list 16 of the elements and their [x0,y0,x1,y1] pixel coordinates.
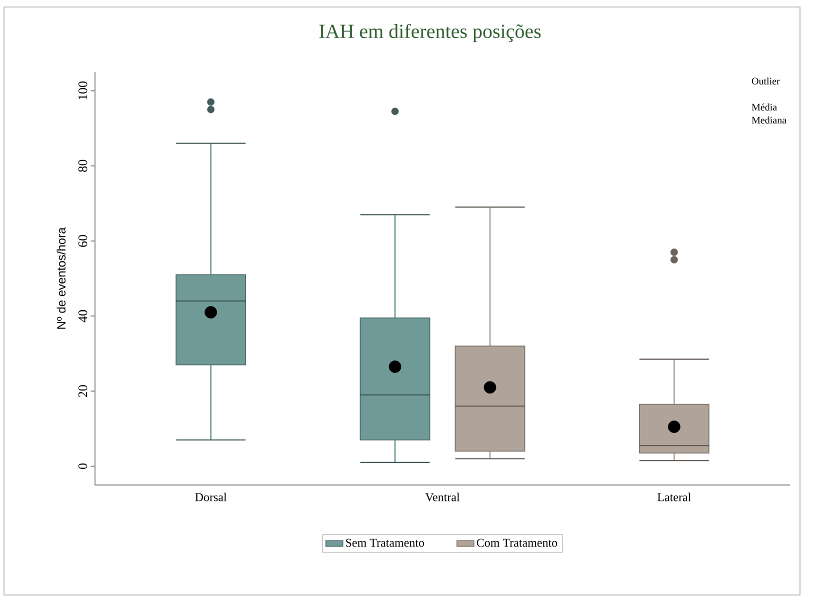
y-tick-label: 60 [78,234,88,247]
y-tick-label: 100 [78,82,88,100]
y-tick-label: 80 [78,160,88,172]
annotation: Média [752,103,777,111]
annotation: Outlier [752,77,780,85]
y-tick-label: 40 [78,310,88,322]
legend-label: Com Tratamento [476,538,558,547]
y-axis-title: Nº de eventos/hora [56,227,66,329]
legend-label: Sem Tratamento [346,538,424,547]
x-tick-label: Dorsal [195,492,227,502]
y-tick-label: 20 [78,385,88,398]
chart-title: IAH em diferentes posições [319,24,541,42]
x-tick-label: Ventral [425,492,460,502]
y-tick-label: 0 [78,463,88,469]
annotation: Mediana [752,116,786,124]
x-tick-label: Lateral [658,492,691,502]
